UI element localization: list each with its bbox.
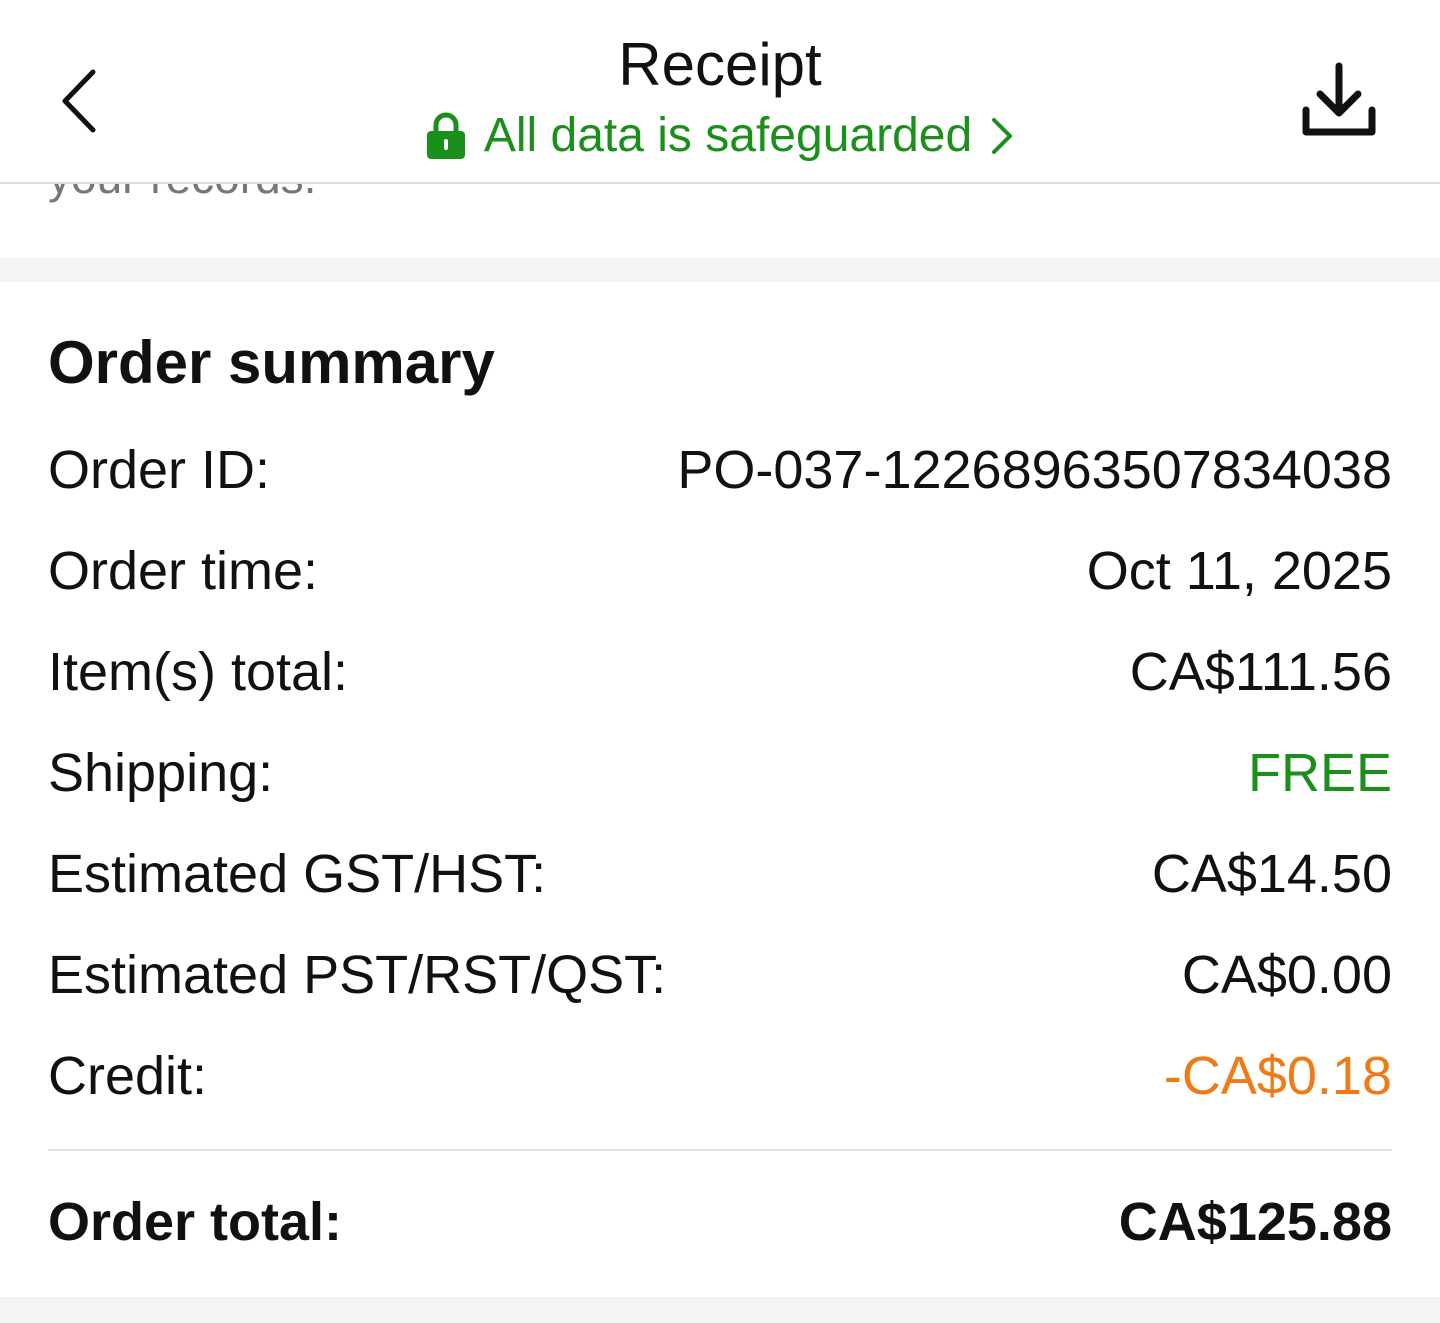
summary-row: Item(s) total: CA$111.56 — [48, 640, 1392, 704]
lock-icon — [426, 112, 465, 159]
row-value: CA$14.50 — [1151, 844, 1392, 904]
row-value: PO-037-12268963507834038 — [677, 440, 1392, 500]
row-label: Shipping: — [48, 743, 274, 803]
row-label: Credit: — [48, 1046, 208, 1106]
order-total-row: Order total: CA$125.88 — [48, 1190, 1392, 1254]
summary-row: Estimated PST/RST/QST: CA$0.00 — [48, 943, 1392, 1007]
row-label: Estimated PST/RST/QST: — [48, 945, 667, 1005]
section-heading: Order summary — [48, 329, 495, 396]
chevron-right-icon — [992, 117, 1013, 154]
summary-row: Credit: -CA$0.18 — [48, 1044, 1392, 1108]
summary-row: Order ID: PO-037-12268963507834038 — [48, 438, 1392, 502]
row-label: Order ID: — [48, 440, 271, 500]
row-label: Order time: — [48, 541, 319, 601]
row-value: CA$125.88 — [1118, 1192, 1392, 1252]
safeguard-link[interactable]: All data is safeguarded — [0, 108, 1440, 163]
summary-row: Shipping: FREE — [48, 741, 1392, 805]
section-separator — [0, 1297, 1440, 1323]
section-separator — [0, 258, 1440, 282]
row-value: CA$111.56 — [1129, 642, 1392, 702]
order-summary-section: Order summary Order ID: PO-037-1226896350… — [0, 282, 1440, 1297]
row-value: CA$0.00 — [1181, 945, 1392, 1005]
safeguard-text: All data is safeguarded — [483, 109, 973, 162]
row-value: -CA$0.18 — [1163, 1046, 1392, 1106]
row-label: Order total: — [48, 1192, 343, 1252]
summary-row: Order time: Oct 11, 2025 — [48, 539, 1392, 603]
nav-header: Receipt All data is safeguarded — [0, 0, 1440, 184]
summary-row: Estimated GST/HST: CA$14.50 — [48, 842, 1392, 906]
divider — [48, 1149, 1392, 1151]
row-label: Estimated GST/HST: — [48, 844, 547, 904]
download-icon[interactable] — [1300, 62, 1378, 140]
back-chevron-icon[interactable] — [55, 68, 105, 134]
row-label: Item(s) total: — [48, 642, 349, 702]
row-value: FREE — [1247, 743, 1392, 803]
row-value: Oct 11, 2025 — [1086, 541, 1392, 601]
page-title: Receipt — [618, 31, 822, 98]
